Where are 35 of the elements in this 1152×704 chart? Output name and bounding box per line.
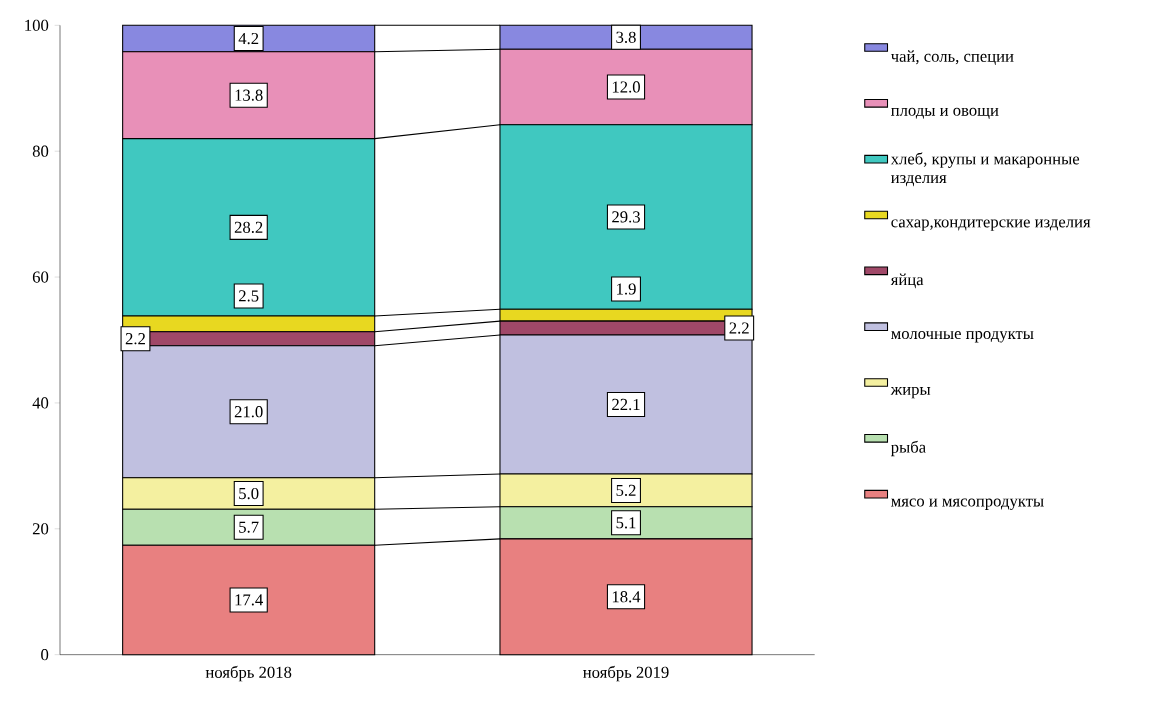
- legend-label: плоды и овощи: [891, 107, 999, 120]
- legend-label: рыба: [890, 440, 926, 457]
- data-label: 18.4: [612, 591, 641, 603]
- legend-label: хлеб, крупы и макаронные изделия: [890, 152, 1080, 187]
- data-label: 5.0: [239, 487, 259, 500]
- data-label: 5.1: [616, 517, 636, 529]
- x-tick-label: ноябрь 2019: [583, 665, 669, 682]
- legend-label: жиры: [890, 386, 931, 399]
- data-label: 17.4: [235, 594, 263, 606]
- y-tick-label: 60: [32, 271, 49, 283]
- data-label: 5.7: [239, 521, 259, 533]
- data-label: 5.2: [616, 484, 636, 497]
- data-label: 1.9: [617, 283, 636, 295]
- data-label: 13.8: [235, 89, 263, 101]
- legend-label: мясо и мясопродукты: [891, 498, 1044, 510]
- y-tick-label: 40: [32, 397, 49, 409]
- legend-label: сахар,кондитерские изделия: [891, 219, 1091, 231]
- legend-label: чай, соль, специи: [890, 50, 1014, 65]
- data-label: 12.0: [612, 81, 640, 93]
- y-tick-label: 100: [25, 19, 49, 31]
- data-label: 28.2: [234, 221, 263, 233]
- legend-label: молочные продукты: [891, 331, 1034, 343]
- data-label: 22.1: [612, 398, 640, 411]
- y-tick-label: 80: [32, 145, 49, 157]
- data-label: 29.3: [612, 211, 640, 223]
- data-label: 3.8: [616, 31, 636, 43]
- y-tick-label: 20: [32, 523, 49, 535]
- data-label: 2.5: [238, 290, 259, 302]
- legend-label: яйца: [890, 273, 924, 289]
- y-tick-label: 0: [41, 649, 49, 661]
- x-tick-label: ноябрь 2018: [205, 665, 292, 682]
- data-label: 4.2: [238, 32, 259, 45]
- data-label: 2.2: [729, 322, 749, 334]
- data-label: 2.2: [125, 333, 145, 345]
- data-label: 21.0: [234, 406, 263, 418]
